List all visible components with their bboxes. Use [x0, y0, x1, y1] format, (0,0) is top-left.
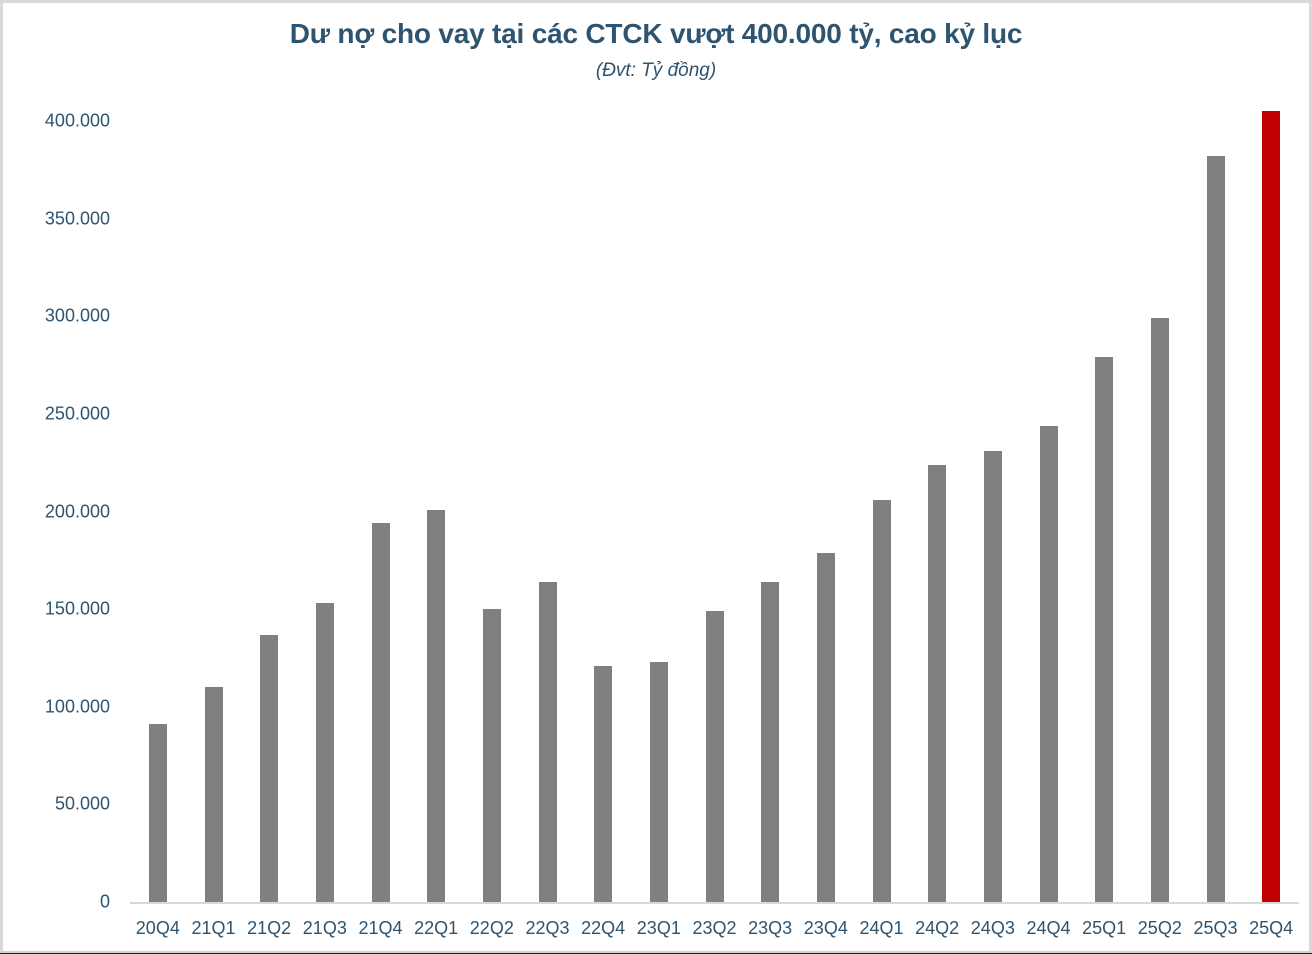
- chart-title: Dư nợ cho vay tại các CTCK vượt 400.000 …: [289, 18, 1023, 49]
- bar-23Q1: [649, 661, 668, 902]
- bar-25Q3: [1206, 156, 1225, 902]
- bar-21Q3: [315, 603, 334, 902]
- bar-20Q4: [148, 724, 167, 902]
- x-tick-label: 24Q3: [970, 918, 1015, 938]
- bar-22Q1: [427, 509, 446, 902]
- x-tick-label: 25Q3: [1193, 918, 1238, 938]
- bar-24Q4: [1039, 425, 1058, 902]
- x-tick-label: 21Q1: [191, 918, 236, 938]
- x-tick-label: 25Q2: [1137, 918, 1182, 938]
- bar-21Q2: [260, 634, 279, 902]
- y-tick-label: 250.000: [44, 403, 110, 424]
- bar-22Q3: [538, 581, 557, 902]
- bar-24Q3: [983, 450, 1002, 902]
- bar-24Q1: [872, 499, 891, 902]
- bar-25Q1: [1095, 357, 1114, 902]
- y-tick-label: 300.000: [44, 305, 110, 326]
- x-tick-label: 21Q2: [247, 918, 292, 938]
- bar-23Q2: [705, 611, 724, 902]
- bar-24Q2: [928, 464, 947, 902]
- x-tick-label: 22Q3: [525, 918, 570, 938]
- chart-subtitle: (Đvt: Tỷ đồng): [595, 60, 717, 81]
- x-axis-line: [130, 902, 1299, 904]
- bar-22Q2: [482, 609, 501, 902]
- y-tick-label: 400.000: [44, 110, 110, 131]
- y-tick-label: 100.000: [44, 696, 110, 717]
- y-tick-label: 50.000: [54, 793, 110, 814]
- x-tick-label: 20Q4: [135, 918, 180, 938]
- x-tick-label: 21Q4: [358, 918, 403, 938]
- bar-21Q1: [204, 687, 223, 902]
- x-tick-label: 24Q1: [859, 918, 904, 938]
- x-tick-label: 23Q3: [748, 918, 793, 938]
- bar-25Q4: [1262, 111, 1281, 902]
- x-tick-label: 24Q4: [1026, 918, 1071, 938]
- x-tick-label: 25Q1: [1082, 918, 1127, 938]
- x-tick-label: 24Q2: [915, 918, 960, 938]
- bar-21Q4: [371, 523, 390, 902]
- x-tick-label: 25Q4: [1249, 918, 1294, 938]
- x-tick-label: 22Q2: [469, 918, 514, 938]
- bar-23Q3: [761, 581, 780, 902]
- x-tick-label: 22Q1: [414, 918, 459, 938]
- y-tick-label: 200.000: [44, 501, 110, 521]
- y-tick-label: 0: [99, 891, 110, 912]
- bar-25Q2: [1150, 318, 1169, 902]
- y-tick-label: 350.000: [44, 208, 110, 229]
- bar-23Q4: [816, 552, 835, 902]
- x-tick-label: 21Q3: [302, 918, 347, 938]
- y-tick-label: 150.000: [44, 598, 110, 619]
- bar-22Q4: [594, 665, 613, 902]
- x-tick-label: 23Q4: [803, 918, 848, 938]
- x-tick-label: 23Q2: [692, 918, 737, 938]
- x-tick-label: 22Q4: [581, 918, 626, 938]
- x-tick-label: 23Q1: [636, 918, 681, 938]
